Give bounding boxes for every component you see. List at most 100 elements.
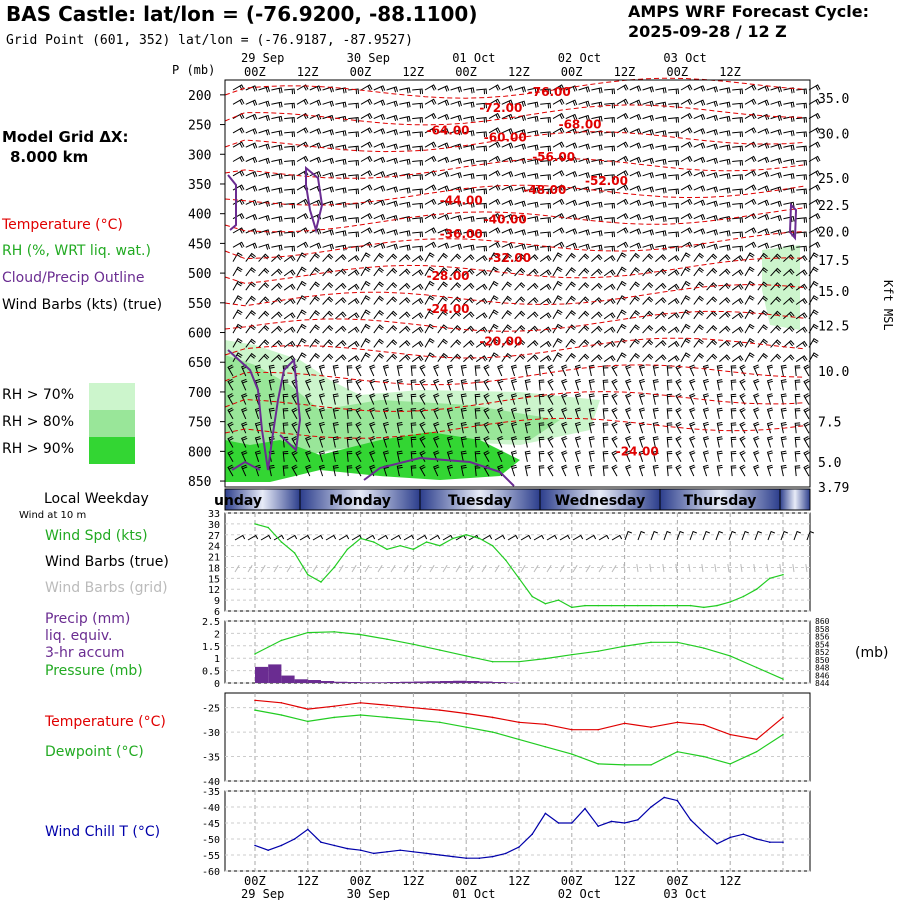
wind-speed-line-point [610,604,613,607]
wind-barb [460,464,467,477]
surface-barb-true [481,534,493,541]
wind-barb [565,99,578,106]
wind-barb [680,295,691,305]
wind-speed-line-point [769,577,771,580]
wind-barb [241,464,248,477]
wind-barb [770,172,782,179]
wind-barb [803,407,810,420]
wind-barb [446,364,454,377]
wind-barb [348,102,359,109]
windchill-line-point [320,841,322,843]
wind-barb [510,393,518,405]
wind-barb [227,450,234,463]
precip-bar [479,681,493,683]
wind-barb [524,393,531,405]
wind-barb [412,174,423,180]
wind-barb [386,157,398,164]
wind-barb [282,408,289,419]
wind-barb [419,364,426,377]
wind-barb [322,243,334,250]
wind-barb [245,352,256,362]
wind-barb [296,84,309,91]
surface-barb-grid [234,564,240,573]
wind-barb [616,141,629,148]
wind-barb [483,450,490,463]
wind-barb [808,323,819,334]
wind-barb [642,243,654,250]
wind-barb [488,84,501,91]
wind-barb [309,324,320,334]
wind-barb [803,421,810,434]
pressure-label: Pressure (mb) [45,663,143,679]
precip-label: Precip (mm) [45,611,131,627]
wind-barb [757,338,768,348]
wind-barb [808,170,821,177]
wind-barb [689,450,696,463]
wind-barb [450,214,462,222]
wind-speed-line-point [597,604,599,607]
wind-barb [538,436,545,448]
wind-barb [245,295,256,305]
wind-barb [783,297,795,305]
wind-barb [258,143,270,150]
wind-barb [796,159,807,166]
wind-speed-line-point [755,588,758,591]
surface-barb-true [780,530,788,541]
wind-barb [369,393,376,405]
wind-barb [744,141,757,148]
wind-barb [655,201,667,208]
wind-barb [766,421,774,434]
wind-barb [258,129,270,136]
surface-barb-true [754,530,762,541]
wind-barb [419,378,426,391]
wind-barb [412,88,423,95]
wind-barb [258,339,270,348]
wind-barb [638,378,646,391]
wind-barb [335,158,347,165]
dewpoint-line-point [333,716,336,719]
wind-barb [706,353,718,363]
wind-barb [322,157,334,164]
wind-barb [527,101,539,108]
wind-barb [232,295,243,305]
wind-barb [386,243,398,250]
wind-barb [386,324,398,334]
wind-barb [638,436,646,448]
wind-barb [808,98,821,105]
wind-barb [382,378,390,391]
wind-barb [803,464,810,477]
wind-barb [386,86,398,93]
precip-bar [268,664,282,683]
wind-barb [783,158,795,165]
wind-barb [680,352,691,362]
wind-barb [410,379,417,391]
wind-barb [396,436,403,448]
wind-barb [565,309,576,320]
wind-barb [604,202,615,209]
wind-speed-line-point [491,544,494,547]
wind-barb [578,267,590,277]
precip-bar [439,681,453,683]
wind-barb [501,185,514,192]
cross-section-frame [224,79,811,488]
wind-barb [808,352,819,362]
wind-barb [719,130,731,137]
wind-barb [450,243,462,250]
wind-barb [232,141,245,148]
wind-speed-line-point [544,602,547,605]
wind-barb [794,436,801,448]
wind-barb [386,114,398,122]
wind-barb [386,353,398,363]
temperature-line-point [254,699,256,702]
wind-barb [795,355,808,363]
wind-barb [412,102,423,109]
wind-barb [232,213,245,220]
wind-barb [642,143,654,150]
wind-barb [245,113,258,121]
wind-barb [547,421,554,434]
dewpoint-line-point [755,750,758,753]
wind-barb [433,436,440,448]
wind-barb [680,198,693,206]
wind-barb [322,200,334,207]
pressure-line-point [518,660,520,663]
